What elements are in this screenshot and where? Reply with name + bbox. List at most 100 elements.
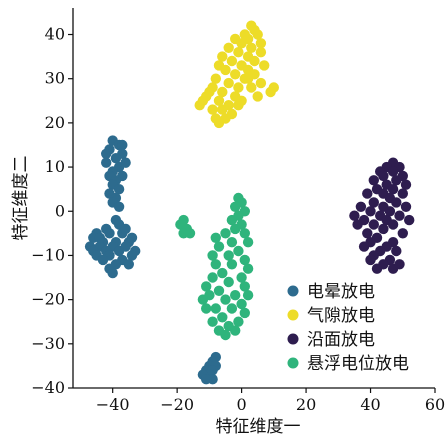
legend-label: 悬浮电位放电 bbox=[307, 354, 409, 374]
data-point bbox=[197, 294, 209, 305]
data-point bbox=[226, 214, 238, 226]
data-point bbox=[204, 86, 215, 98]
data-point bbox=[236, 298, 247, 310]
data-point bbox=[404, 214, 415, 226]
data-point bbox=[226, 303, 238, 314]
data-point bbox=[365, 206, 376, 217]
data-point bbox=[233, 245, 244, 257]
data-point bbox=[201, 281, 212, 292]
data-point bbox=[268, 82, 279, 93]
data-point bbox=[368, 197, 379, 208]
series-0 bbox=[84, 135, 141, 279]
data-point bbox=[213, 95, 225, 107]
legend-item: 气隙放电 bbox=[287, 306, 375, 326]
data-point bbox=[233, 316, 244, 327]
data-point bbox=[194, 100, 205, 111]
data-point bbox=[97, 254, 109, 266]
data-point bbox=[368, 175, 379, 186]
data-point bbox=[397, 188, 408, 199]
series-1 bbox=[194, 20, 279, 129]
data-point bbox=[226, 55, 238, 67]
data-point bbox=[113, 184, 125, 195]
data-point bbox=[207, 104, 218, 115]
data-point bbox=[255, 47, 267, 58]
x-axis-label: 特征维度一 bbox=[216, 417, 301, 437]
data-point bbox=[239, 281, 250, 292]
data-point bbox=[249, 55, 260, 67]
x-tick-label: −40 bbox=[96, 395, 130, 414]
data-point bbox=[387, 219, 399, 230]
legend-label: 沿面放电 bbox=[307, 330, 375, 350]
data-point bbox=[394, 259, 405, 270]
legend-marker bbox=[287, 285, 299, 297]
data-point bbox=[217, 104, 228, 115]
data-point bbox=[242, 73, 254, 84]
series-4 bbox=[197, 351, 221, 385]
data-point bbox=[233, 47, 244, 58]
data-point bbox=[223, 276, 234, 288]
data-point bbox=[252, 29, 263, 40]
data-points bbox=[84, 20, 415, 385]
data-point bbox=[239, 228, 250, 239]
data-point bbox=[220, 64, 231, 76]
data-point bbox=[391, 175, 402, 186]
data-point bbox=[236, 272, 247, 283]
data-point bbox=[226, 237, 238, 248]
data-point bbox=[213, 117, 225, 129]
data-point bbox=[230, 69, 241, 80]
x-tick-label: 40 bbox=[360, 395, 380, 414]
data-point bbox=[358, 241, 370, 252]
data-point bbox=[210, 232, 221, 243]
data-point bbox=[371, 263, 383, 274]
data-point bbox=[230, 290, 241, 301]
data-point bbox=[242, 290, 254, 301]
legend-item: 沿面放电 bbox=[287, 330, 375, 350]
data-point bbox=[110, 153, 122, 164]
data-point bbox=[239, 254, 250, 266]
data-point bbox=[239, 307, 250, 319]
data-point bbox=[213, 285, 225, 296]
data-point bbox=[217, 51, 228, 62]
legend-item: 电晕放电 bbox=[287, 282, 375, 302]
series-3 bbox=[175, 192, 254, 341]
x-tick-label: −20 bbox=[160, 395, 194, 414]
y-axis-label: 特征维度二 bbox=[11, 156, 31, 241]
data-point bbox=[236, 38, 247, 49]
data-point bbox=[230, 201, 241, 212]
x-tick-label: 20 bbox=[296, 395, 316, 414]
data-point bbox=[210, 303, 221, 314]
y-tick-label: 30 bbox=[45, 69, 65, 88]
data-point bbox=[378, 170, 389, 182]
y-ticks: −40 −30 −20 −10 0 10 20 30 40 bbox=[31, 25, 73, 397]
y-tick-label: 10 bbox=[45, 157, 65, 176]
data-point bbox=[255, 77, 267, 89]
y-tick-label: 0 bbox=[55, 201, 65, 220]
data-point bbox=[120, 157, 131, 168]
data-point bbox=[394, 210, 405, 221]
data-point bbox=[378, 223, 389, 235]
y-tick-label: −20 bbox=[31, 290, 65, 309]
legend-marker bbox=[287, 357, 299, 369]
data-point bbox=[113, 201, 125, 212]
data-point bbox=[201, 303, 212, 314]
data-point bbox=[213, 241, 225, 252]
data-point bbox=[217, 86, 228, 98]
data-point bbox=[384, 206, 396, 217]
data-point bbox=[123, 259, 134, 270]
data-point bbox=[242, 237, 254, 248]
data-point bbox=[246, 82, 257, 93]
y-tick-label: −40 bbox=[31, 378, 65, 397]
data-point bbox=[223, 250, 234, 261]
data-point bbox=[101, 148, 112, 159]
data-point bbox=[207, 316, 218, 327]
data-point bbox=[362, 188, 373, 199]
data-point bbox=[113, 245, 125, 257]
data-point bbox=[233, 82, 244, 93]
y-tick-label: −10 bbox=[31, 245, 65, 264]
data-point bbox=[94, 232, 106, 243]
data-point bbox=[220, 228, 231, 239]
data-point bbox=[220, 329, 231, 341]
legend-marker bbox=[287, 333, 299, 345]
data-point bbox=[230, 325, 241, 336]
